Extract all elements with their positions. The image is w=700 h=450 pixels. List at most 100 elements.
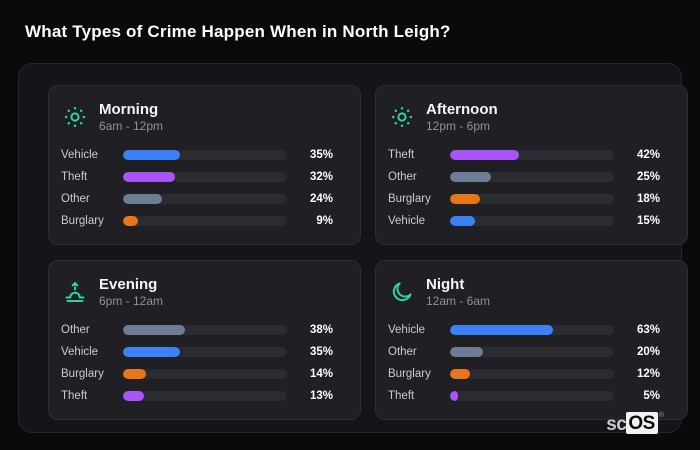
- category-label: Burglary: [388, 193, 431, 206]
- chart-row: Other 20%: [388, 346, 660, 359]
- bar-fill: [123, 172, 176, 183]
- bar-fill: [450, 216, 475, 227]
- chart-row: Vehicle 35%: [61, 346, 333, 359]
- card-header-text: Morning 6am - 12pm: [99, 101, 163, 133]
- sunset-icon: [63, 280, 87, 304]
- card-night: Night 12am - 6am Vehicle 63% Other 20% Burgl…: [375, 260, 688, 420]
- chart-row: Burglary 12%: [388, 368, 660, 381]
- chart-row: Vehicle 63%: [388, 324, 660, 337]
- value-label: 14%: [309, 368, 333, 381]
- bar-fill: [450, 347, 483, 358]
- bar-fill: [450, 369, 470, 380]
- category-label: Burglary: [388, 368, 431, 381]
- category-label: Burglary: [61, 215, 104, 228]
- value-label: 42%: [636, 149, 660, 162]
- bar-track: [123, 391, 287, 402]
- card-header: Morning 6am - 12pm: [63, 101, 333, 133]
- category-label: Theft: [61, 171, 88, 184]
- value-label: 15%: [636, 215, 660, 228]
- bar-fill: [450, 150, 519, 161]
- chart-rows: Theft 42% Other 25% Burglary 18% Vehicle 15%: [388, 149, 660, 228]
- bar-track: [123, 194, 287, 205]
- value-label: 13%: [309, 390, 333, 403]
- category-label: Other: [61, 324, 90, 337]
- card-afternoon: Afternoon 12pm - 6pm Theft 42% Other 25% Bur…: [375, 85, 688, 245]
- chart-row: Theft 32%: [61, 171, 333, 184]
- bar-fill: [123, 369, 146, 380]
- card-header: Afternoon 12pm - 6pm: [390, 101, 660, 133]
- card-subtitle: 6am - 12pm: [99, 119, 164, 134]
- card-header-text: Night 12am - 6am: [426, 276, 490, 308]
- chart-rows: Vehicle 63% Other 20% Burglary 12% Theft 5%: [388, 324, 660, 403]
- bar-track: [450, 150, 614, 161]
- chart-row: Theft 13%: [61, 390, 333, 403]
- value-label: 12%: [636, 368, 660, 381]
- card-evening: Evening 6pm - 12am Other 38% Vehicle 35% Bur…: [48, 260, 361, 420]
- sun-icon: [63, 105, 87, 129]
- bar-fill: [450, 194, 480, 205]
- value-label: 63%: [636, 324, 660, 337]
- card-grid: Morning 6am - 12pm Vehicle 35% Theft 32% Oth…: [48, 85, 688, 420]
- value-label: 18%: [636, 193, 660, 206]
- category-label: Other: [61, 193, 90, 206]
- card-header-text: Evening 6pm - 12am: [99, 276, 163, 308]
- card-subtitle: 12am - 6am: [426, 294, 491, 309]
- scos-logo: sc OS ®: [606, 412, 664, 434]
- chart-row: Other 38%: [61, 324, 333, 337]
- bar-fill: [450, 325, 554, 336]
- bar-fill: [450, 172, 491, 183]
- category-label: Theft: [61, 390, 88, 403]
- bar-track: [123, 325, 287, 336]
- chart-row: Other 24%: [61, 193, 333, 206]
- chart-rows: Other 38% Vehicle 35% Burglary 14% Theft 13%: [61, 324, 333, 403]
- bar-fill: [123, 391, 145, 402]
- chart-row: Other 25%: [388, 171, 660, 184]
- bar-track: [450, 391, 614, 402]
- value-label: 35%: [309, 346, 333, 359]
- bar-fill: [123, 347, 181, 358]
- category-label: Vehicle: [61, 346, 99, 359]
- bar-track: [450, 172, 614, 183]
- value-label: 24%: [309, 193, 333, 206]
- sun-icon: [390, 105, 414, 129]
- bar-track: [123, 150, 287, 161]
- category-label: Theft: [388, 390, 415, 403]
- category-label: Other: [388, 171, 417, 184]
- category-label: Vehicle: [388, 324, 426, 337]
- value-label: 25%: [636, 171, 660, 184]
- card-header: Night 12am - 6am: [390, 276, 660, 308]
- category-label: Theft: [388, 149, 415, 162]
- bar-fill: [123, 216, 138, 227]
- registered-mark-icon: ®: [658, 412, 664, 419]
- card-title: Evening: [99, 276, 158, 293]
- card-header: Evening 6pm - 12am: [63, 276, 333, 308]
- category-label: Burglary: [61, 368, 104, 381]
- chart-row: Vehicle 35%: [61, 149, 333, 162]
- value-label: 5%: [643, 390, 660, 403]
- chart-row: Burglary 18%: [388, 193, 660, 206]
- moon-icon: [390, 280, 414, 304]
- bar-track: [123, 172, 287, 183]
- chart-row: Vehicle 15%: [388, 215, 660, 228]
- bar-track: [450, 347, 614, 358]
- value-label: 35%: [309, 149, 333, 162]
- bar-fill: [123, 194, 163, 205]
- bar-track: [450, 369, 614, 380]
- value-label: 20%: [636, 346, 660, 359]
- card-title: Afternoon: [426, 101, 498, 118]
- logo-prefix: sc: [606, 414, 627, 435]
- card-subtitle: 6pm - 12am: [99, 294, 164, 309]
- page-title: What Types of Crime Happen When in North…: [25, 22, 451, 41]
- bar-track: [123, 216, 287, 227]
- bar-track: [450, 325, 614, 336]
- category-label: Vehicle: [388, 215, 426, 228]
- card-title: Morning: [99, 101, 159, 118]
- bar-track: [450, 194, 614, 205]
- category-label: Other: [388, 346, 417, 359]
- bar-fill: [123, 150, 181, 161]
- card-title: Night: [426, 276, 465, 293]
- bar-fill: [450, 391, 459, 402]
- chart-row: Burglary 14%: [61, 368, 333, 381]
- card-morning: Morning 6am - 12pm Vehicle 35% Theft 32% Oth…: [48, 85, 361, 245]
- chart-row: Burglary 9%: [61, 215, 333, 228]
